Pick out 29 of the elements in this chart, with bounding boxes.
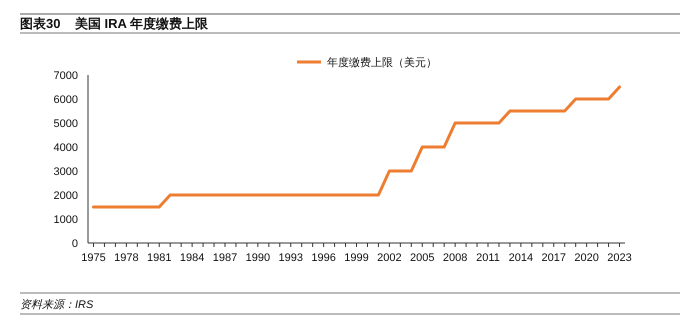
line-series — [92, 86, 622, 208]
y-tick-label: 7000 — [54, 70, 78, 82]
legend-label: 年度缴费上限（美元） — [327, 56, 437, 69]
x-tick-label: 1993 — [278, 252, 303, 264]
x-tick-label: 1978 — [114, 252, 139, 264]
x-tick-label: 2023 — [607, 252, 632, 264]
x-tick-label: 1987 — [212, 252, 238, 264]
y-tick-label: 0 — [72, 238, 78, 250]
x-tick-label: 1975 — [81, 252, 106, 264]
x-tick-label: 2002 — [377, 252, 402, 264]
y-tick-label: 1000 — [54, 214, 78, 226]
x-tick-label: 1990 — [246, 252, 270, 264]
x-tick-label: 2008 — [442, 252, 468, 264]
x-tick-label: 1984 — [180, 252, 204, 264]
x-tick-label: 2005 — [410, 252, 434, 264]
text: 资料来源：IRS — [20, 298, 94, 311]
x-tick-label: 2014 — [508, 252, 534, 264]
x-tick-label: 1981 — [146, 252, 172, 264]
y-tick-label: 3000 — [54, 166, 78, 178]
chart-title: 图表30 美国 IRA 年度缴费上限 — [20, 16, 210, 31]
y-tick-label: 2000 — [54, 190, 78, 202]
x-tick-label: 1999 — [344, 252, 369, 264]
y-tick-label: 6000 — [54, 94, 78, 106]
y-tick-label: 5000 — [54, 118, 78, 130]
x-tick-label: 2020 — [574, 252, 599, 264]
y-tick-label: 4000 — [54, 142, 78, 154]
x-tick-label: 1996 — [311, 252, 336, 264]
x-tick-label: 2011 — [476, 252, 500, 264]
x-tick-label: 2017 — [542, 252, 566, 264]
